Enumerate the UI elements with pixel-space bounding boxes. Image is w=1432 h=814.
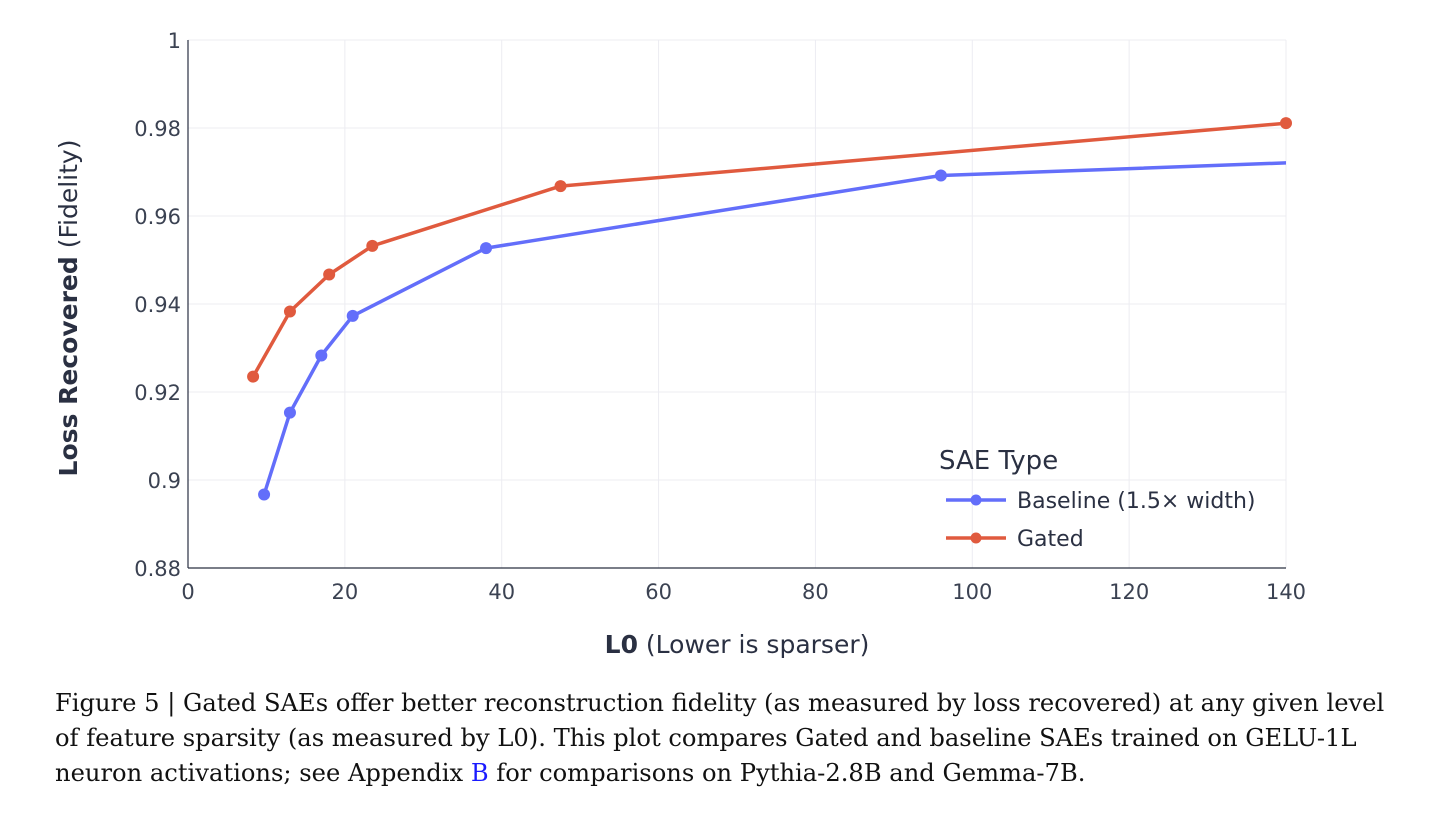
y-axis-label: Loss Recovered (Fidelity) <box>54 140 83 477</box>
x-tick-label: 0 <box>181 580 194 604</box>
series-layer <box>247 117 1292 501</box>
data-point-baseline <box>480 242 493 255</box>
legend: SAE Type Baseline (1.5× width) Gated <box>939 446 1256 552</box>
x-tick-label: 120 <box>1109 580 1149 604</box>
x-axis-label-rest: (Lower is sparser) <box>638 630 869 659</box>
series-line-gated <box>251 121 1286 378</box>
series-line-baseline <box>262 161 1286 496</box>
data-point-gated <box>247 370 260 383</box>
data-point-gated <box>366 239 379 252</box>
y-tick-label: 0.98 <box>134 117 181 141</box>
data-point-baseline <box>258 488 271 501</box>
axes <box>187 40 1286 569</box>
y-tick-label: 0.9 <box>148 469 181 493</box>
data-point-baseline <box>934 169 947 182</box>
x-tick-label: 60 <box>645 580 672 604</box>
y-tick-label: 0.88 <box>134 557 181 581</box>
x-tick-labels: 0 20 40 60 80 100 120 140 <box>181 580 1306 604</box>
x-tick-label: 100 <box>952 580 992 604</box>
y-axis-label-rest: (Fidelity) <box>54 140 83 257</box>
data-point-gated <box>1280 117 1292 130</box>
y-tick-label: 1 <box>168 29 181 53</box>
appendix-link[interactable]: B <box>470 759 489 787</box>
data-point-baseline <box>346 309 359 322</box>
y-axis-label-bold: Loss Recovered <box>54 256 83 476</box>
caption-text-after: for comparisons on Pythia-2.8B and Gemma… <box>488 759 1086 787</box>
data-point-gated <box>283 305 296 318</box>
x-axis-label: L0 (Lower is sparser) <box>605 630 870 659</box>
legend-label-baseline: Baseline (1.5× width) <box>1017 489 1256 514</box>
data-point-baseline <box>283 406 296 419</box>
grid-lines <box>188 39 1287 568</box>
x-tick-label: 80 <box>802 580 829 604</box>
x-axis-label-bold: L0 <box>605 630 638 659</box>
y-tick-label: 0.92 <box>134 381 181 405</box>
y-tick-label: 0.96 <box>134 205 181 229</box>
x-tick-label: 140 <box>1266 580 1306 604</box>
figure-caption: Figure 5 | Gated SAEs offer better recon… <box>55 686 1385 791</box>
data-point-gated <box>323 268 336 281</box>
legend-marker-baseline <box>970 494 982 506</box>
caption-text-before: Figure 5 | Gated SAEs offer better recon… <box>55 689 1385 787</box>
y-tick-label: 0.94 <box>134 293 181 317</box>
x-tick-label: 20 <box>331 580 358 604</box>
legend-title: SAE Type <box>939 446 1058 476</box>
y-tick-labels: 0.88 0.9 0.92 0.94 0.96 0.98 1 <box>134 29 181 581</box>
data-point-gated <box>554 180 567 193</box>
legend-marker-gated <box>970 532 982 544</box>
data-point-baseline <box>315 349 328 362</box>
legend-label-gated: Gated <box>1017 527 1084 552</box>
x-tick-label: 40 <box>488 580 515 604</box>
chart: 0.88 0.9 0.92 0.94 0.96 0.98 1 0 20 40 60 80 100 120… <box>54 29 1306 659</box>
